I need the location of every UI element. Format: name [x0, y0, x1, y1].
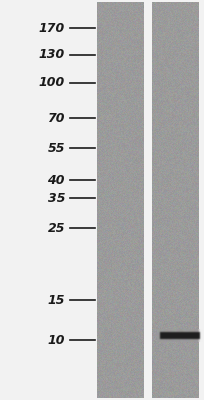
Text: 170: 170 [39, 22, 65, 34]
Text: 15: 15 [48, 294, 65, 306]
Text: 25: 25 [48, 222, 65, 234]
Text: 70: 70 [48, 112, 65, 124]
Text: 35: 35 [48, 192, 65, 204]
Text: 130: 130 [39, 48, 65, 62]
Text: 10: 10 [48, 334, 65, 346]
Text: 55: 55 [48, 142, 65, 154]
Text: 40: 40 [48, 174, 65, 186]
Text: 100: 100 [39, 76, 65, 90]
